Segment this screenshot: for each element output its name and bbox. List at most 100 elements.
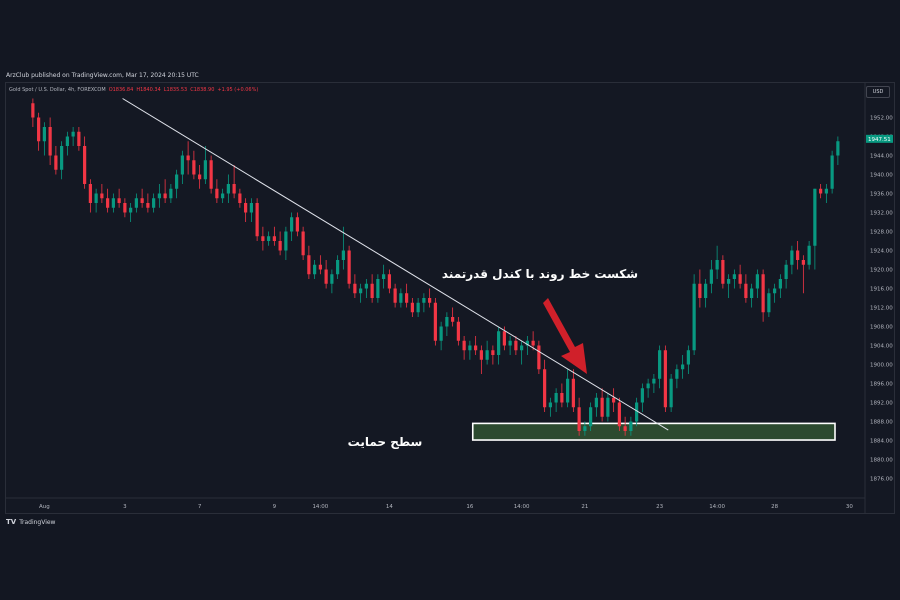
time-tick-label: Aug (39, 504, 50, 510)
candle-body (31, 103, 35, 118)
candle-body (462, 340, 466, 351)
candle-body (525, 340, 529, 346)
candle-body (393, 288, 397, 303)
candle-body (612, 397, 616, 403)
candle-body (428, 298, 432, 303)
candle-body (456, 321, 460, 341)
candle-body (111, 198, 115, 208)
candle-body (767, 293, 771, 313)
candle-body (830, 155, 834, 189)
candle-body (290, 217, 294, 232)
candle-body (721, 260, 725, 284)
candle-body (186, 155, 190, 161)
price-tick-label: 1936.00 (870, 192, 893, 198)
candle-body (813, 188, 817, 246)
candle-body (318, 264, 322, 270)
candle-body (790, 250, 794, 265)
price-tick-label: 1952.00 (870, 116, 893, 122)
currency-label[interactable]: USD (866, 86, 890, 98)
candle-body (359, 288, 363, 294)
price-tick-label: 1900.00 (870, 363, 893, 369)
candle-body (755, 274, 759, 289)
candle-body (330, 274, 334, 284)
footer-brand[interactable]: TV TradingView (6, 518, 55, 526)
candle-body (198, 174, 202, 180)
candle-body (836, 141, 840, 156)
time-tick-label: 14 (386, 504, 393, 510)
candle-body (238, 193, 242, 203)
arrow-icon (543, 298, 587, 374)
candle-body (801, 260, 805, 265)
candle-body (537, 345, 541, 370)
publish-caption: ArzClub published on TradingView.com, Ma… (6, 72, 199, 79)
candle-body (652, 378, 656, 384)
candle-body (548, 402, 552, 408)
candle-body (732, 274, 736, 279)
candle-body (594, 397, 598, 408)
candle-body (807, 245, 811, 265)
candle-body (175, 174, 179, 189)
time-tick-label: 14:00 (312, 504, 328, 510)
candle-body (468, 345, 472, 351)
candle-body (152, 198, 156, 208)
candle-body (543, 369, 547, 408)
candle-body (640, 388, 644, 403)
candle-body (261, 236, 265, 241)
breakout-annotation: شکست خط روند با کندل قدرتمند (442, 267, 638, 282)
time-tick-label: 23 (656, 504, 663, 510)
price-tick-label: 1932.00 (870, 211, 893, 217)
candle-body (284, 231, 288, 251)
candle-body (129, 207, 133, 213)
candle-body (278, 241, 282, 251)
brand-name: TradingView (19, 518, 56, 526)
symbol-name[interactable]: Gold Spot / U.S. Dollar, 4h, FOREXCOM (9, 87, 106, 93)
close-value: C1838.90 (190, 87, 215, 93)
candle-body (71, 131, 75, 137)
low-value: L1835.53 (163, 87, 188, 93)
candle-body (203, 160, 207, 180)
candle-body (83, 146, 87, 184)
candle-body (387, 274, 391, 289)
price-tick-label: 1904.00 (870, 344, 893, 350)
candle-body (520, 345, 524, 351)
price-tick-label: 1920.00 (870, 268, 893, 274)
time-tick-label: 16 (466, 504, 473, 510)
price-tick-label: 1940.00 (870, 173, 893, 179)
time-tick-label: 9 (273, 504, 277, 510)
candle-body (784, 264, 788, 279)
candle-body (416, 302, 420, 313)
candle-body (571, 378, 575, 408)
candle-body (577, 407, 581, 431)
trend-line (122, 98, 669, 431)
candle-body (307, 255, 311, 275)
candle-body (445, 317, 449, 327)
candle-body (646, 383, 650, 389)
time-tick-label: 28 (771, 504, 778, 510)
candle-body (727, 279, 731, 284)
candle-body (106, 198, 110, 208)
candle-body (589, 407, 593, 427)
candle-body (163, 193, 167, 199)
high-value: H1840.34 (136, 87, 161, 93)
candle-body (709, 269, 713, 284)
candle-body (65, 136, 69, 146)
candle-body (715, 260, 719, 270)
candle-body (617, 402, 621, 427)
candle-body (635, 402, 639, 422)
candle-body (439, 326, 443, 341)
price-tick-label: 1916.00 (870, 287, 893, 293)
candle-body (221, 193, 225, 199)
candle-body (451, 317, 455, 322)
candle-body (215, 188, 219, 199)
candle-body (629, 421, 633, 431)
candle-body (370, 283, 374, 298)
price-tick-label: 1880.00 (870, 458, 893, 464)
candle-body (681, 364, 685, 370)
candle-body (100, 193, 104, 199)
time-tick-label: 7 (198, 504, 202, 510)
symbol-legend: Gold Spot / U.S. Dollar, 4h, FOREXCOM O18… (9, 87, 258, 93)
candle-body (773, 288, 777, 294)
candle-body (382, 274, 386, 279)
tradingview-logo-icon: TV (6, 518, 17, 526)
candle-body (267, 236, 271, 241)
